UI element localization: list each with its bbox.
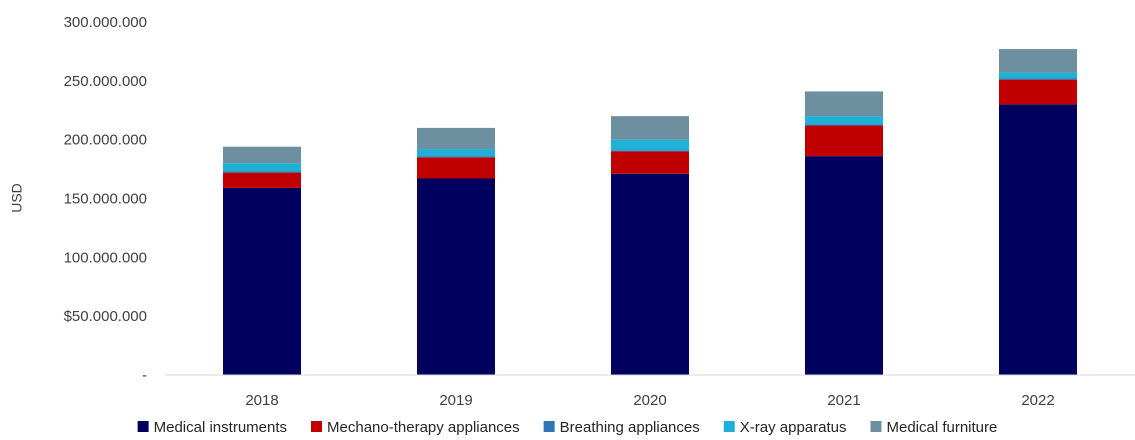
y-tick-label: 250.000.000 [64, 73, 147, 90]
bar-segment [611, 116, 689, 140]
y-tick-label: $50.000.000 [64, 308, 147, 325]
legend: Medical instruments Mechano-therapy appli… [137, 419, 997, 436]
bar-segment [805, 116, 883, 125]
bar-segment [611, 139, 689, 151]
legend-swatch [137, 421, 149, 432]
bar-stack-2020 [611, 116, 689, 375]
y-tick-label: - [142, 367, 147, 384]
legend-label: Breathing appliances [560, 419, 700, 436]
bar-segment [999, 72, 1077, 79]
bar-segment [223, 172, 301, 188]
legend-swatch [311, 421, 323, 432]
legend-label: Mechano-therapy appliances [327, 419, 520, 436]
bar-segment [611, 151, 689, 174]
bar-segment [223, 171, 301, 173]
bar-segment [999, 49, 1077, 73]
bar-segment [417, 149, 495, 157]
bar-segment [999, 79, 1077, 105]
y-tick-label: 100.000.000 [64, 249, 147, 266]
bar-segment [417, 127, 495, 150]
x-axis-labels: 2018 2019 2020 2021 2022 [245, 392, 1054, 409]
legend-swatch [543, 421, 555, 432]
x-tick-label: 2018 [245, 392, 278, 409]
bar-stacks [223, 49, 1077, 375]
bar-segment [805, 125, 883, 157]
legend-swatch [723, 421, 735, 432]
x-tick-label: 2021 [827, 392, 860, 409]
y-tick-label: 200.000.000 [64, 132, 147, 149]
bar-segment [805, 124, 883, 126]
bar-segment [417, 157, 495, 179]
bar-stack-2021 [805, 91, 883, 375]
y-tick-label: 150.000.000 [64, 191, 147, 208]
y-axis-ticks: - $50.000.000 100.000.000 150.000.000 200.00… [64, 14, 147, 384]
y-axis-title: USD [9, 183, 25, 213]
bar-segment [805, 156, 883, 375]
bar-segment [223, 146, 301, 164]
bar-segment [223, 187, 301, 375]
bar-segment [223, 163, 301, 172]
x-tick-label: 2019 [439, 392, 472, 409]
bar-segment [999, 78, 1077, 80]
y-axis-title-group: USD [9, 183, 25, 213]
legend-label: X-ray apparatus [740, 419, 847, 436]
bar-stack-2019 [417, 127, 495, 375]
x-tick-label: 2020 [633, 392, 666, 409]
legend-label: Medical instruments [154, 419, 287, 436]
bar-segment [417, 156, 495, 158]
bar-stack-2018 [223, 146, 301, 375]
legend-label: Medical furniture [886, 419, 997, 436]
y-tick-label: 300.000.000 [64, 14, 147, 31]
bar-segment [611, 150, 689, 152]
bar-segment [805, 91, 883, 117]
bar-segment [611, 173, 689, 375]
x-tick-label: 2022 [1021, 392, 1054, 409]
bar-stack-2022 [999, 49, 1077, 375]
bar-segment [417, 178, 495, 375]
bar-segment [999, 104, 1077, 375]
legend-swatch [870, 421, 882, 432]
